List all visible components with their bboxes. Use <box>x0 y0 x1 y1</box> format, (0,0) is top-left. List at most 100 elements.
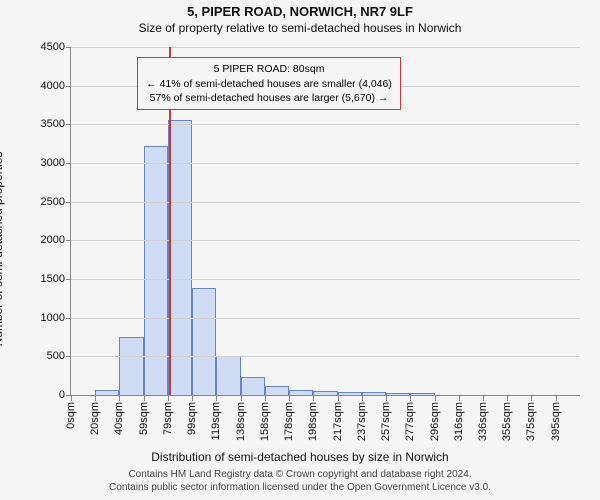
x-tick-mark <box>410 396 411 401</box>
x-tick-mark <box>507 396 508 401</box>
x-tick-label: 257sqm <box>380 402 392 441</box>
bar-slot <box>435 47 459 395</box>
y-tick-label: 1000 <box>41 312 71 324</box>
y-tick-label: 4000 <box>41 80 71 92</box>
x-tick-label: 119sqm <box>210 402 222 440</box>
x-tick-mark <box>531 396 532 401</box>
x-tick-mark <box>483 396 484 401</box>
plot-wrap: 0sqm20sqm40sqm59sqm79sqm99sqm119sqm138sq… <box>70 47 580 396</box>
x-tick-mark <box>313 396 314 401</box>
footer-line-1: Contains HM Land Registry data © Crown c… <box>0 468 600 481</box>
bar <box>386 393 410 395</box>
gridline <box>71 318 580 319</box>
x-tick-label: 138sqm <box>235 402 247 441</box>
bar-slot <box>410 47 434 395</box>
bar <box>192 288 216 395</box>
y-tick-label: 500 <box>47 350 71 362</box>
bar-slot <box>71 47 95 395</box>
x-tick-label: 375sqm <box>525 402 537 441</box>
x-tick-label: 40sqm <box>113 402 125 435</box>
gridline <box>71 202 580 203</box>
y-tick-label: 4500 <box>41 41 71 53</box>
x-tick-mark <box>216 396 217 401</box>
bar-slot <box>507 47 531 395</box>
bar <box>289 390 313 395</box>
bar-slot <box>556 47 580 395</box>
chart-container: 5, PIPER ROAD, NORWICH, NR7 9LF Size of … <box>0 0 600 500</box>
x-tick-label: 178sqm <box>283 402 295 441</box>
chart-subtitle: Size of property relative to semi-detach… <box>0 21 600 35</box>
bar <box>241 377 265 395</box>
annotation-box: 5 PIPER ROAD: 80sqm← 41% of semi-detache… <box>137 57 401 110</box>
bar <box>265 386 289 395</box>
x-tick-label: 217sqm <box>332 402 344 441</box>
x-tick-mark <box>338 396 339 401</box>
annotation-line-3: 57% of semi-detached houses are larger (… <box>146 91 392 105</box>
x-tick-label: 336sqm <box>477 402 489 441</box>
y-tick-label: 3500 <box>41 118 71 130</box>
annotation-line-1: 5 PIPER ROAD: 80sqm <box>146 62 392 76</box>
bar <box>95 390 119 395</box>
chart-area: Number of semi-detached properties 0sqm2… <box>10 39 590 458</box>
bar <box>119 337 143 395</box>
x-tick-label: 158sqm <box>259 402 271 441</box>
x-tick-mark <box>435 396 436 401</box>
y-tick-label: 2000 <box>41 234 71 246</box>
gridline <box>71 124 580 125</box>
y-tick-label: 0 <box>59 389 71 401</box>
gridline <box>71 356 580 357</box>
plot: 0sqm20sqm40sqm59sqm79sqm99sqm119sqm138sq… <box>70 47 580 396</box>
bar-slot <box>483 47 507 395</box>
x-tick-label: 0sqm <box>65 402 77 429</box>
annotation-line-2: ← 41% of semi-detached houses are smalle… <box>146 77 392 91</box>
x-tick-label: 20sqm <box>89 402 101 435</box>
x-tick-label: 296sqm <box>429 402 441 441</box>
x-tick-mark <box>71 396 72 401</box>
x-tick-label: 277sqm <box>404 402 416 441</box>
bar-slot <box>95 47 119 395</box>
bar <box>410 393 434 395</box>
x-tick-label: 395sqm <box>550 402 562 441</box>
x-tick-mark <box>265 396 266 401</box>
y-tick-label: 1500 <box>41 273 71 285</box>
x-tick-mark <box>289 396 290 401</box>
x-tick-mark <box>241 396 242 401</box>
x-tick-mark <box>168 396 169 401</box>
bar-slot <box>459 47 483 395</box>
bar <box>313 391 337 395</box>
x-tick-mark <box>556 396 557 401</box>
x-tick-label: 316sqm <box>453 402 465 441</box>
gridline <box>71 47 580 48</box>
x-tick-mark <box>144 396 145 401</box>
title-block: 5, PIPER ROAD, NORWICH, NR7 9LF Size of … <box>0 0 600 35</box>
bar-slot <box>531 47 555 395</box>
x-tick-mark <box>192 396 193 401</box>
gridline <box>71 163 580 164</box>
bar <box>216 356 240 395</box>
x-tick-label: 237sqm <box>356 402 368 441</box>
bar <box>144 146 168 395</box>
x-tick-mark <box>119 396 120 401</box>
x-tick-mark <box>362 396 363 401</box>
x-tick-labels: 0sqm20sqm40sqm59sqm79sqm99sqm119sqm138sq… <box>71 396 580 448</box>
x-tick-label: 355sqm <box>501 402 513 441</box>
x-tick-label: 99sqm <box>186 402 198 435</box>
y-tick-label: 3000 <box>41 157 71 169</box>
chart-title: 5, PIPER ROAD, NORWICH, NR7 9LF <box>0 4 600 19</box>
gridline <box>71 279 580 280</box>
x-tick-label: 198sqm <box>307 402 319 441</box>
x-tick-label: 59sqm <box>138 402 150 435</box>
gridline <box>71 240 580 241</box>
y-axis-label: Number of semi-detached properties <box>0 151 5 346</box>
x-tick-mark <box>95 396 96 401</box>
x-tick-mark <box>386 396 387 401</box>
x-tick-label: 79sqm <box>162 402 174 435</box>
bar <box>168 120 192 395</box>
x-tick-mark <box>459 396 460 401</box>
bar <box>338 392 362 395</box>
x-tick-slot: 395sqm <box>556 396 580 448</box>
footer-line-2: Contains public sector information licen… <box>0 481 600 494</box>
y-tick-label: 2500 <box>41 196 71 208</box>
footer: Contains HM Land Registry data © Crown c… <box>0 464 600 500</box>
bar <box>362 392 386 395</box>
